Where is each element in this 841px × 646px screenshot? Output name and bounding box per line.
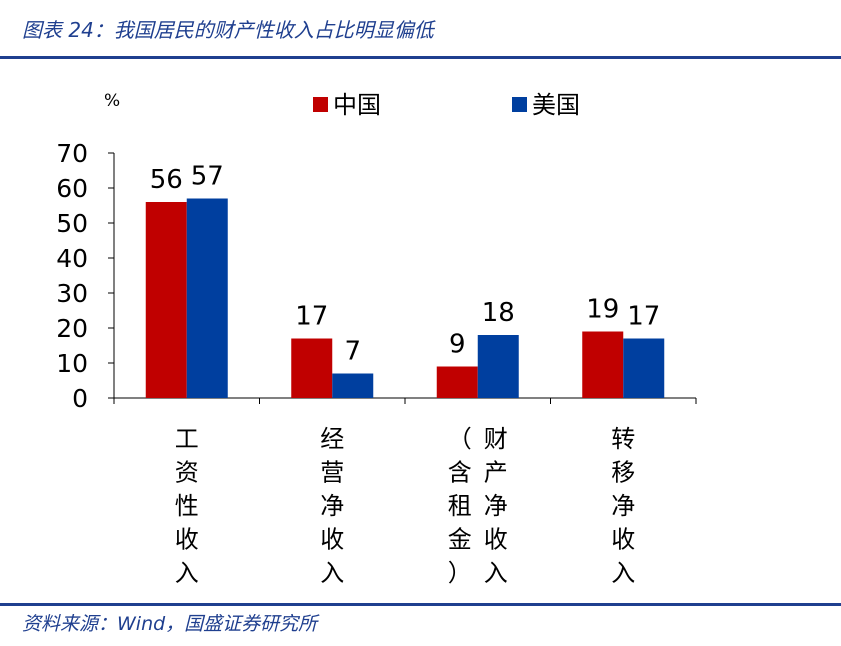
- figure-title: 图表 24：我国居民的财产性收入占比明显偏低: [22, 18, 434, 42]
- bar-usa: [332, 373, 374, 398]
- source-note: 资料来源：Wind，国盛证券研究所: [22, 613, 318, 635]
- data-label: 17: [627, 302, 660, 332]
- category-char: 移: [611, 459, 635, 487]
- category-char: （: [448, 425, 472, 453]
- legend-label: 美国: [532, 91, 580, 119]
- data-label: 17: [295, 302, 328, 332]
- bar-usa: [186, 198, 228, 398]
- data-label: 9: [449, 330, 466, 360]
- bar-chart: % 中国 美国 0 10 20 30 40 50 60 70 56 57 17 7 9 18 19 17 工资…: [56, 91, 697, 587]
- category-char: 营: [320, 459, 344, 487]
- category-char: 净: [320, 492, 344, 520]
- legend-swatch: [512, 97, 527, 112]
- bar-usa: [623, 338, 665, 398]
- category-char: 入: [175, 559, 199, 587]
- data-label: 19: [586, 295, 619, 325]
- category-char: 入: [611, 559, 635, 587]
- y-tick-label: 0: [72, 384, 88, 413]
- category-char: 含: [448, 459, 472, 487]
- data-label: 18: [482, 298, 515, 328]
- y-tick-label: 50: [56, 209, 88, 238]
- y-tick-label: 40: [56, 244, 88, 273]
- y-tick-label: 60: [56, 174, 88, 203]
- y-tick-label: 20: [56, 314, 88, 343]
- y-tick-label: 30: [56, 279, 88, 308]
- legend-swatch: [313, 97, 328, 112]
- category-char: 入: [320, 559, 344, 587]
- category-char: 资: [175, 459, 199, 487]
- category-char: 净: [611, 492, 635, 520]
- category-char: 收: [175, 526, 199, 554]
- category-char: 工: [175, 425, 199, 453]
- y-tick-label: 70: [56, 139, 88, 168]
- data-label: 56: [150, 165, 183, 195]
- y-unit-label: %: [104, 91, 120, 111]
- bar-china: [291, 338, 333, 398]
- bar-china: [145, 202, 187, 398]
- category-char: 收: [484, 526, 508, 554]
- legend-label: 中国: [333, 91, 381, 119]
- data-labels: 56 57 17 7 9 18 19 17: [150, 162, 661, 367]
- top-rule: [0, 56, 841, 59]
- data-label: 57: [191, 162, 224, 192]
- y-tick-label: 10: [56, 349, 88, 378]
- category-char: 入: [484, 559, 508, 587]
- category-char: 性: [175, 492, 199, 520]
- bottom-rule: [0, 603, 841, 606]
- bar-china: [582, 331, 624, 398]
- legend: 中国 美国: [313, 91, 580, 119]
- category-char: 收: [320, 526, 344, 554]
- bar-usa: [477, 335, 519, 398]
- category-char: 产: [484, 459, 508, 487]
- category-char: 经: [320, 425, 344, 453]
- category-char: 财: [484, 425, 508, 453]
- y-axis: 0 10 20 30 40 50 60 70: [56, 139, 115, 413]
- category-char: 净: [484, 492, 508, 520]
- bar-china: [436, 366, 478, 398]
- x-axis: [113, 397, 697, 404]
- category-char: 收: [611, 526, 635, 554]
- category-char: 金: [448, 526, 472, 554]
- category-char: ）: [448, 559, 472, 587]
- category-char: 租: [448, 492, 472, 520]
- data-label: 7: [344, 337, 361, 367]
- category-char: 转: [611, 425, 635, 453]
- bars: [145, 198, 665, 398]
